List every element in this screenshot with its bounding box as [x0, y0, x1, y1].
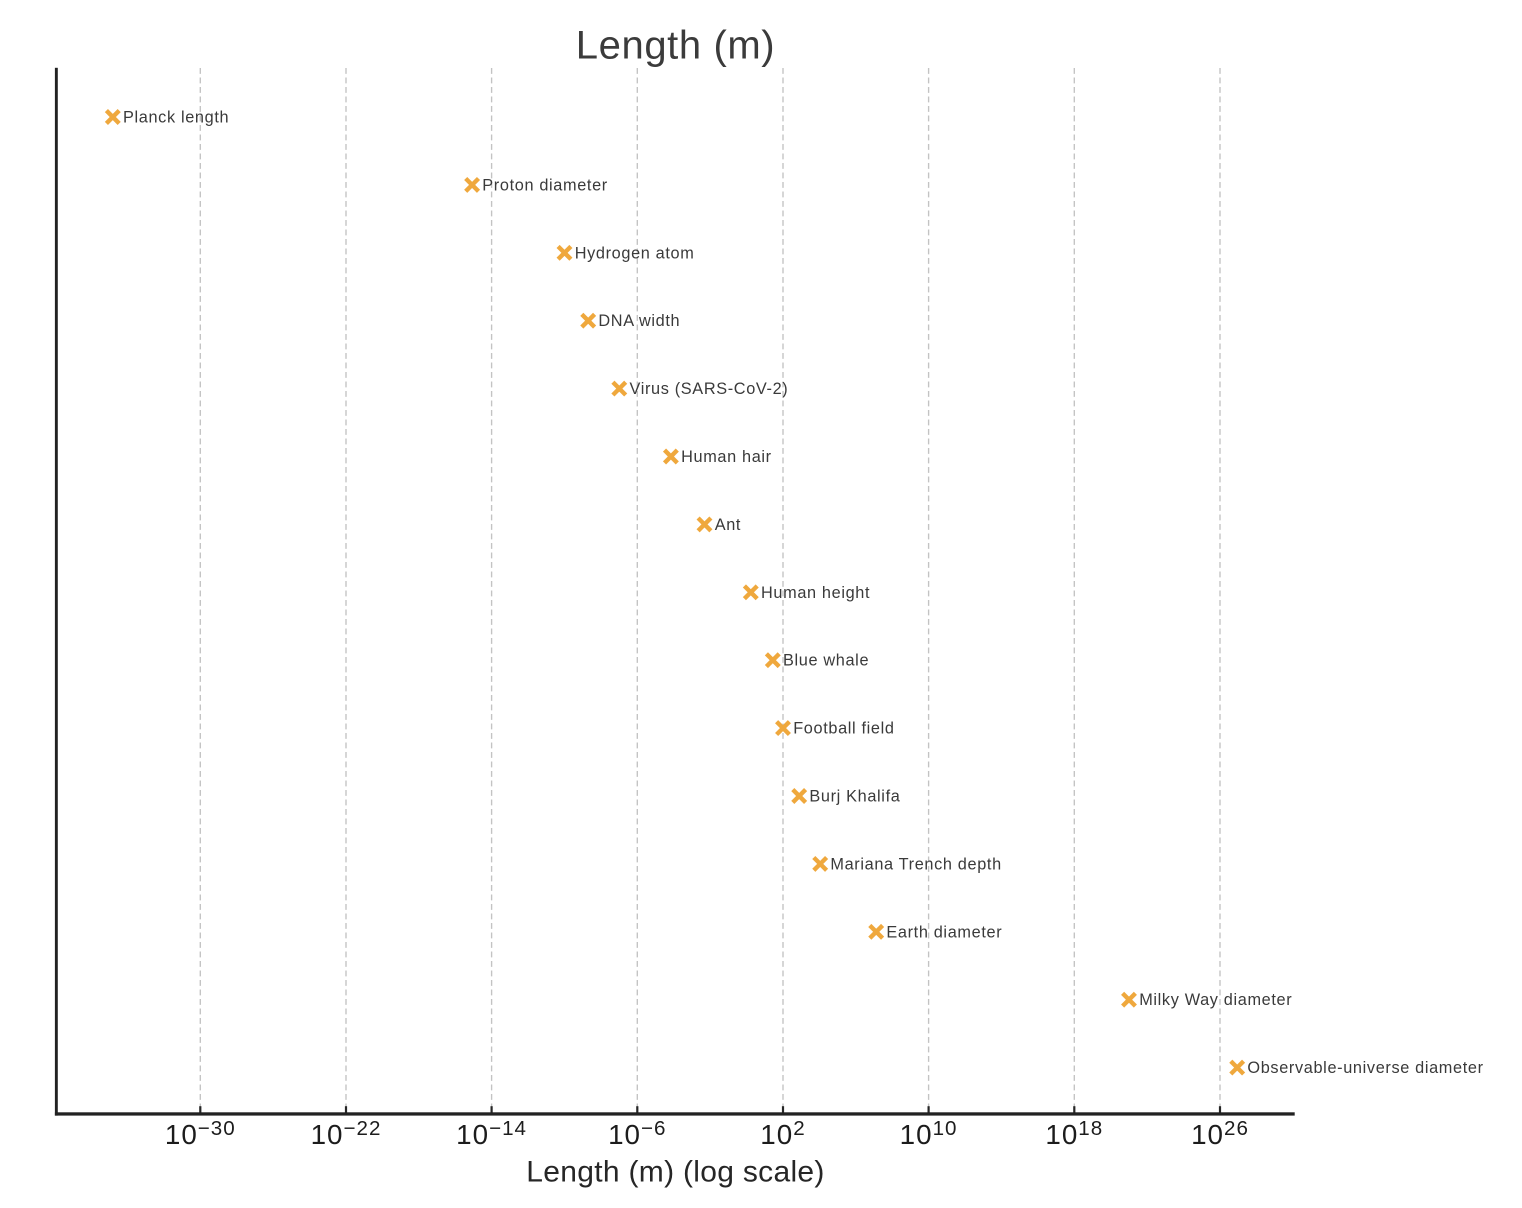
svg-text:Observable-universe diameter: Observable-universe diameter — [1247, 1059, 1483, 1077]
svg-text:DNA width: DNA width — [598, 312, 680, 330]
svg-text:Earth diameter: Earth diameter — [886, 923, 1002, 941]
svg-text:Hydrogen atom: Hydrogen atom — [575, 244, 695, 262]
svg-text:10−30: 10−30 — [165, 1117, 236, 1150]
svg-text:Football field: Football field — [793, 720, 894, 738]
svg-text:1026: 1026 — [1191, 1117, 1249, 1150]
svg-text:Mariana Trench depth: Mariana Trench depth — [830, 855, 1001, 873]
svg-text:Milky Way diameter: Milky Way diameter — [1139, 991, 1292, 1009]
svg-text:Proton diameter: Proton diameter — [482, 176, 608, 194]
svg-text:Length (m) (log scale): Length (m) (log scale) — [526, 1155, 824, 1188]
svg-text:Human height: Human height — [761, 584, 870, 602]
svg-text:Virus (SARS-CoV-2): Virus (SARS-CoV-2) — [630, 380, 789, 398]
svg-text:Blue whale: Blue whale — [783, 652, 869, 670]
svg-text:1010: 1010 — [900, 1117, 958, 1150]
svg-text:Planck length: Planck length — [123, 109, 229, 127]
svg-text:Length (m): Length (m) — [576, 23, 775, 67]
svg-text:Burj Khalifa: Burj Khalifa — [809, 788, 900, 806]
svg-text:102: 102 — [760, 1117, 805, 1150]
svg-text:Ant: Ant — [715, 516, 741, 534]
svg-text:1018: 1018 — [1045, 1117, 1103, 1150]
svg-text:Human hair: Human hair — [681, 448, 772, 466]
svg-text:10−14: 10−14 — [456, 1117, 527, 1150]
svg-text:10−6: 10−6 — [608, 1117, 666, 1150]
svg-text:10−22: 10−22 — [311, 1117, 382, 1150]
